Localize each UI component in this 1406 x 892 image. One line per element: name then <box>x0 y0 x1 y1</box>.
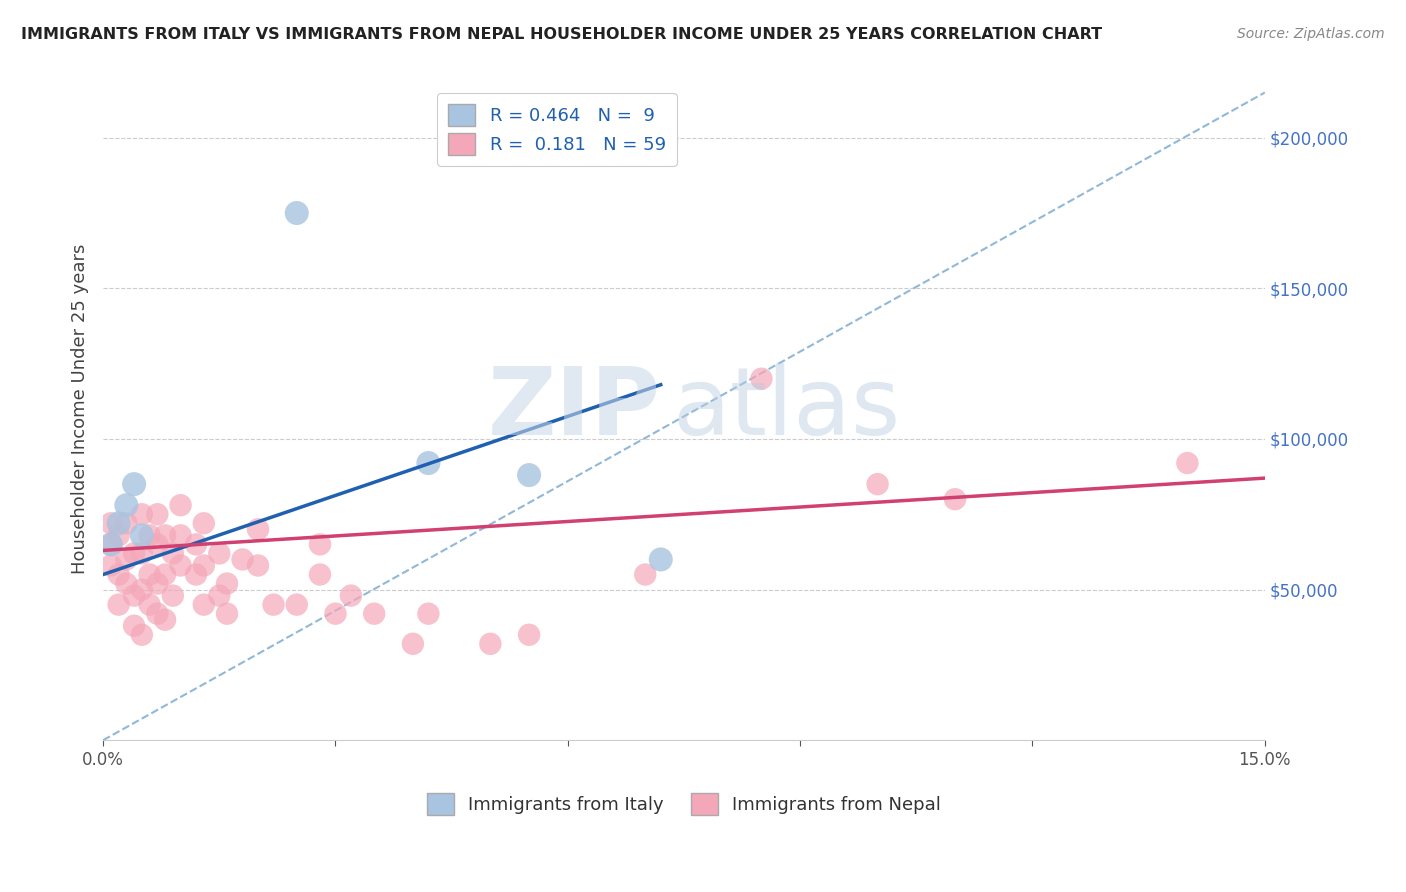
Text: atlas: atlas <box>672 363 901 455</box>
Point <box>263 598 285 612</box>
Point <box>146 537 169 551</box>
Y-axis label: Householder Income Under 25 years: Householder Income Under 25 years <box>72 244 89 574</box>
Point <box>153 567 176 582</box>
Point <box>340 589 363 603</box>
Point <box>115 576 138 591</box>
Point <box>193 558 215 573</box>
Point <box>122 477 145 491</box>
Point <box>138 598 160 612</box>
Point <box>402 637 425 651</box>
Point <box>115 516 138 531</box>
Point <box>131 628 153 642</box>
Point <box>122 546 145 560</box>
Point <box>208 589 231 603</box>
Point <box>325 607 347 621</box>
Point <box>107 516 129 531</box>
Point <box>153 613 176 627</box>
Point <box>247 558 270 573</box>
Point <box>115 498 138 512</box>
Point <box>162 589 184 603</box>
Point <box>169 528 191 542</box>
Point <box>131 528 153 542</box>
Point <box>418 456 440 470</box>
Point <box>418 607 440 621</box>
Point <box>122 618 145 632</box>
Point <box>634 567 657 582</box>
Point <box>517 468 540 483</box>
Point <box>115 552 138 566</box>
Point <box>309 537 332 551</box>
Point <box>169 558 191 573</box>
Point <box>138 528 160 542</box>
Point <box>146 607 169 621</box>
Point <box>100 537 122 551</box>
Point <box>100 516 122 531</box>
Point <box>517 628 540 642</box>
Point <box>146 576 169 591</box>
Legend: Immigrants from Italy, Immigrants from Nepal: Immigrants from Italy, Immigrants from N… <box>419 786 949 822</box>
Point <box>363 607 385 621</box>
Point <box>285 598 308 612</box>
Point <box>193 516 215 531</box>
Point <box>184 537 207 551</box>
Point <box>193 598 215 612</box>
Point <box>169 498 191 512</box>
Point <box>309 567 332 582</box>
Text: Source: ZipAtlas.com: Source: ZipAtlas.com <box>1237 27 1385 41</box>
Point <box>131 546 153 560</box>
Point <box>131 582 153 597</box>
Point <box>107 567 129 582</box>
Point <box>1177 456 1199 470</box>
Point <box>479 637 502 651</box>
Text: IMMIGRANTS FROM ITALY VS IMMIGRANTS FROM NEPAL HOUSEHOLDER INCOME UNDER 25 YEARS: IMMIGRANTS FROM ITALY VS IMMIGRANTS FROM… <box>21 27 1102 42</box>
Point <box>107 528 129 542</box>
Point <box>231 552 253 566</box>
Point <box>184 567 207 582</box>
Point <box>285 206 308 220</box>
Point <box>208 546 231 560</box>
Point <box>146 508 169 522</box>
Point <box>162 546 184 560</box>
Point <box>107 598 129 612</box>
Point <box>100 558 122 573</box>
Point <box>650 552 672 566</box>
Text: ZIP: ZIP <box>488 363 661 455</box>
Point <box>138 567 160 582</box>
Point <box>247 522 270 536</box>
Point <box>866 477 889 491</box>
Point <box>100 537 122 551</box>
Point <box>215 607 238 621</box>
Point <box>943 492 966 507</box>
Point <box>122 589 145 603</box>
Point <box>751 372 773 386</box>
Point <box>215 576 238 591</box>
Point <box>153 528 176 542</box>
Point <box>131 508 153 522</box>
